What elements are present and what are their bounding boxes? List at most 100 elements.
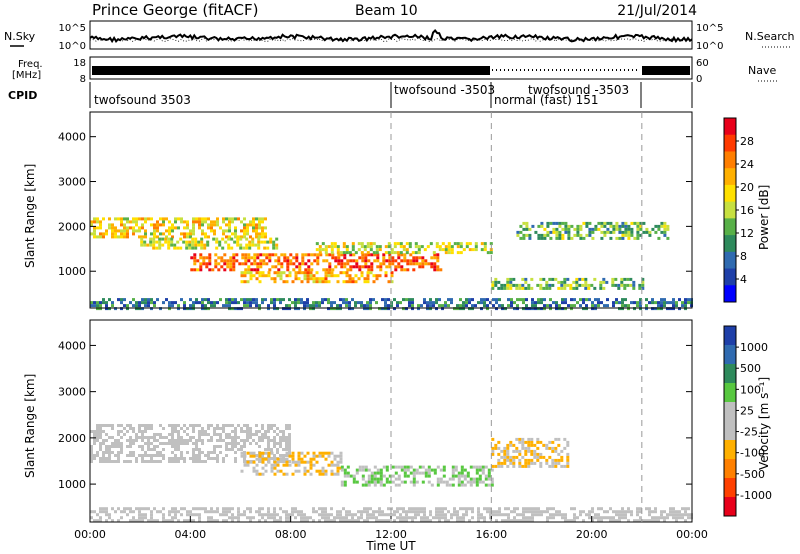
heat-cell — [270, 448, 273, 451]
heat-cell — [228, 217, 231, 221]
heat-cell — [273, 445, 276, 448]
heat-cell — [246, 301, 249, 305]
heat-cell — [567, 230, 571, 234]
heat-cell — [156, 439, 159, 442]
heat-cell — [129, 451, 132, 454]
frequency-tick-low: 8 — [80, 74, 86, 85]
heat-cell — [221, 246, 225, 250]
heat-cell — [521, 286, 525, 290]
heat-cell — [612, 227, 616, 231]
heat-cell — [345, 519, 348, 523]
heat-cell — [105, 448, 108, 451]
heat-cell — [388, 262, 392, 266]
heat-cell — [264, 463, 268, 467]
heat-cell — [333, 274, 337, 278]
heat-cell — [186, 442, 189, 445]
heat-cell — [340, 480, 344, 484]
heat-cell — [222, 232, 225, 236]
heat-cell — [255, 277, 259, 281]
heat-cell — [363, 245, 367, 249]
heat-cell — [234, 451, 237, 454]
heat-cell — [243, 424, 246, 427]
heat-cell — [324, 274, 328, 278]
heat-cell — [497, 440, 501, 444]
heat-cell — [204, 507, 207, 511]
heat-cell — [240, 454, 244, 458]
heat-cell — [345, 516, 348, 520]
heat-cell — [210, 451, 213, 454]
heat-cell — [285, 448, 288, 451]
heat-cell — [269, 240, 273, 244]
heat-cell — [456, 307, 459, 311]
heat-cell — [227, 243, 231, 247]
heat-cell — [588, 516, 591, 520]
heat-cell — [611, 283, 615, 287]
heat-cell — [390, 304, 393, 308]
heat-cell — [397, 474, 401, 478]
heat-cell — [318, 301, 321, 305]
heat-cell — [99, 235, 102, 239]
heat-cell — [373, 483, 377, 487]
heat-cell — [528, 507, 531, 511]
heat-cell — [189, 298, 192, 302]
heat-cell — [405, 510, 408, 514]
heat-cell — [111, 442, 114, 445]
heat-cell — [477, 513, 480, 517]
heat-cell — [481, 480, 485, 484]
heat-cell — [243, 510, 246, 514]
heat-cell — [396, 507, 399, 511]
heat-cell — [492, 304, 495, 308]
heat-cell — [232, 256, 236, 260]
heat-cell — [327, 298, 330, 302]
heat-cell — [240, 513, 243, 517]
heat-cell — [252, 516, 255, 520]
cpid-label: CPID — [8, 89, 37, 102]
heat-cell — [345, 274, 349, 278]
heat-cell — [207, 519, 210, 523]
heat-cell — [528, 307, 531, 311]
heat-cell — [225, 298, 228, 302]
heat-cell — [552, 516, 555, 520]
heat-cell — [156, 445, 159, 448]
heat-cell — [489, 242, 493, 246]
heat-cell — [384, 274, 388, 278]
heat-cell — [300, 510, 303, 514]
heat-cell — [241, 253, 245, 257]
heat-cell — [99, 510, 102, 514]
heat-cell — [651, 301, 654, 305]
heat-cell — [400, 480, 404, 484]
heat-cell — [349, 259, 353, 263]
heat-cell — [192, 460, 195, 463]
heat-cell — [135, 460, 138, 463]
heat-cell — [255, 229, 258, 233]
heat-cell — [513, 507, 516, 511]
heat-cell — [509, 286, 513, 290]
heat-cell — [216, 510, 219, 514]
heat-cell — [270, 277, 274, 281]
heat-cell — [405, 251, 409, 255]
heat-cell — [552, 221, 556, 225]
heat-cell — [672, 513, 675, 517]
heat-cell — [436, 465, 440, 469]
heat-cell — [279, 469, 283, 473]
heat-cell — [403, 468, 407, 472]
heat-cell — [456, 510, 459, 514]
heat-cell — [387, 519, 390, 523]
heat-cell — [420, 245, 424, 249]
heat-cell — [555, 236, 559, 240]
heat-cell — [108, 223, 111, 227]
heat-cell — [318, 251, 322, 255]
heat-cell — [555, 233, 559, 237]
heat-cell — [114, 454, 117, 457]
heat-cell — [213, 448, 216, 451]
heat-cell — [261, 436, 264, 439]
heat-cell — [621, 304, 624, 308]
heat-cell — [255, 226, 258, 230]
heat-cell — [348, 301, 351, 305]
heat-cell — [162, 427, 165, 430]
heat-cell — [138, 430, 141, 433]
heat-cell — [240, 439, 243, 442]
heat-cell — [144, 229, 147, 233]
colorbar-swatch — [724, 184, 736, 203]
heat-cell — [591, 307, 594, 311]
